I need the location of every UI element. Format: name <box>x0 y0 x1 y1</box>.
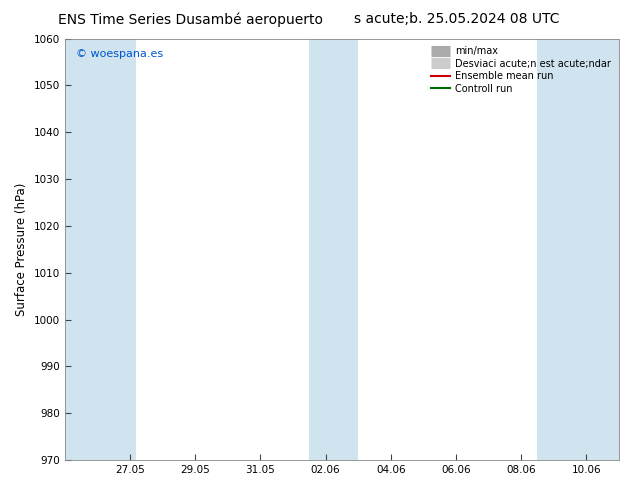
Text: © woespana.es: © woespana.es <box>75 49 163 59</box>
Legend: min/max, Desviaci acute;n est acute;ndar, Ensemble mean run, Controll run: min/max, Desviaci acute;n est acute;ndar… <box>428 44 614 97</box>
Bar <box>309 39 358 460</box>
Text: ENS Time Series Dusambé aeropuerto: ENS Time Series Dusambé aeropuerto <box>58 12 323 27</box>
Bar <box>65 39 136 460</box>
Y-axis label: Surface Pressure (hPa): Surface Pressure (hPa) <box>15 183 28 316</box>
Bar <box>538 39 619 460</box>
Text: s acute;b. 25.05.2024 08 UTC: s acute;b. 25.05.2024 08 UTC <box>354 12 559 26</box>
